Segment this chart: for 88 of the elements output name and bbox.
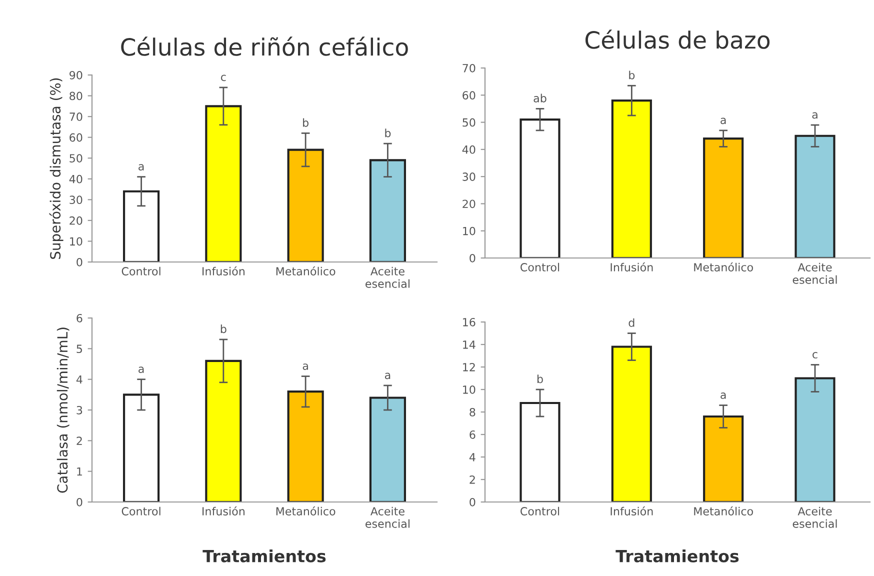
- y-tick-label: 3: [76, 406, 82, 414]
- annotation: d: [628, 318, 634, 327]
- annotation: a: [302, 364, 308, 370]
- x-tick-label: Aceite esencial: [792, 506, 837, 528]
- x-axis-title: Tratamientos: [202, 550, 326, 562]
- annotation: a: [720, 118, 726, 124]
- annotation: a: [138, 366, 144, 374]
- x-tick-label: Infusión: [202, 266, 244, 276]
- y-tick-label: 40: [69, 174, 82, 184]
- annotation: b: [220, 324, 226, 334]
- bar: [205, 360, 242, 502]
- y-tick-label: 2: [470, 475, 475, 484]
- x-tick-label: Control: [122, 506, 160, 516]
- bar: [703, 415, 744, 502]
- y-axis-title: Superóxido dismutasa (%): [49, 78, 64, 259]
- bar: [520, 402, 560, 502]
- bar: [287, 390, 324, 502]
- y-tick-label: 70: [462, 64, 476, 72]
- y-tick-label: 1: [77, 467, 82, 476]
- y-tick-label: 10: [463, 226, 476, 236]
- y-tick-label: 4: [76, 375, 82, 384]
- chart-title: Células de bazo: [585, 30, 770, 49]
- bar: [205, 105, 242, 262]
- annotation: a: [720, 392, 726, 399]
- annotation: b: [537, 374, 543, 384]
- y-tick-label: 2: [76, 436, 82, 445]
- y-tick-label: 50: [462, 118, 476, 127]
- bar: [369, 159, 406, 262]
- x-tick-label: Aceite esencial: [366, 266, 410, 288]
- y-tick-label: 0: [470, 254, 476, 262]
- y-tick-label: 6: [470, 430, 476, 439]
- bar: [369, 396, 406, 502]
- x-tick-label: Infusión: [610, 262, 653, 272]
- y-tick-label: 10: [463, 385, 476, 394]
- bar: [122, 190, 160, 262]
- y-tick-label: 14: [463, 340, 476, 349]
- y-tick-label: 20: [70, 216, 82, 225]
- bar: [794, 377, 836, 502]
- bar: [794, 134, 836, 258]
- annotation: c: [812, 352, 818, 358]
- y-tick-label: 0: [470, 498, 476, 506]
- y-tick-label: 16: [463, 318, 476, 326]
- annotation: a: [812, 112, 818, 119]
- annotation: c: [220, 74, 226, 82]
- annotation: a: [384, 372, 390, 380]
- bar: [122, 394, 160, 502]
- y-tick-label: 30: [70, 196, 82, 204]
- y-tick-label: 40: [462, 145, 476, 154]
- annotation: b: [629, 70, 635, 80]
- annotation: b: [385, 128, 391, 138]
- y-tick-label: 0: [76, 258, 82, 266]
- x-axis-title: Tratamientos: [616, 550, 739, 562]
- x-tick-label: Control: [520, 262, 560, 272]
- bar: [520, 118, 560, 258]
- y-tick-label: 50: [70, 154, 82, 162]
- y-tick-label: 12: [463, 362, 475, 372]
- annotation: ab: [534, 94, 546, 102]
- bar: [287, 148, 324, 262]
- y-tick-label: 60: [70, 133, 82, 142]
- y-tick-label: 10: [70, 237, 82, 246]
- y-tick-label: 4: [469, 453, 476, 462]
- x-tick-label: Metanólico: [276, 266, 336, 276]
- x-tick-label: Control: [520, 506, 560, 516]
- y-tick-label: 60: [462, 91, 476, 100]
- y-axis-title: Catalasa (nmol/min/mL): [56, 328, 70, 493]
- bar: [611, 346, 652, 502]
- y-tick-label: 30: [462, 172, 476, 181]
- annotation: a: [138, 164, 144, 170]
- annotation: b: [303, 118, 308, 127]
- y-tick-label: 70: [70, 112, 82, 121]
- x-tick-label: Aceite esencial: [366, 506, 410, 528]
- x-tick-label: Aceite esencial: [792, 262, 837, 284]
- x-tick-label: Infusión: [202, 506, 244, 516]
- y-tick-label: 8: [470, 408, 476, 416]
- y-tick-label: 6: [76, 314, 82, 322]
- y-tick-label: 20: [462, 200, 476, 208]
- x-tick-label: Control: [122, 266, 160, 276]
- x-tick-label: Infusión: [610, 506, 653, 516]
- y-tick-label: 0: [76, 498, 82, 506]
- y-tick-label: 90: [70, 70, 82, 80]
- x-tick-label: Metanólico: [694, 506, 753, 516]
- y-tick-label: 5: [76, 344, 82, 354]
- bar: [703, 138, 744, 258]
- chart-title: Células de riñón cefálico: [121, 36, 408, 56]
- x-tick-label: Metanólico: [694, 262, 753, 272]
- y-tick-label: 80: [70, 92, 82, 100]
- x-tick-label: Metanólico: [276, 506, 336, 516]
- bar: [611, 100, 652, 258]
